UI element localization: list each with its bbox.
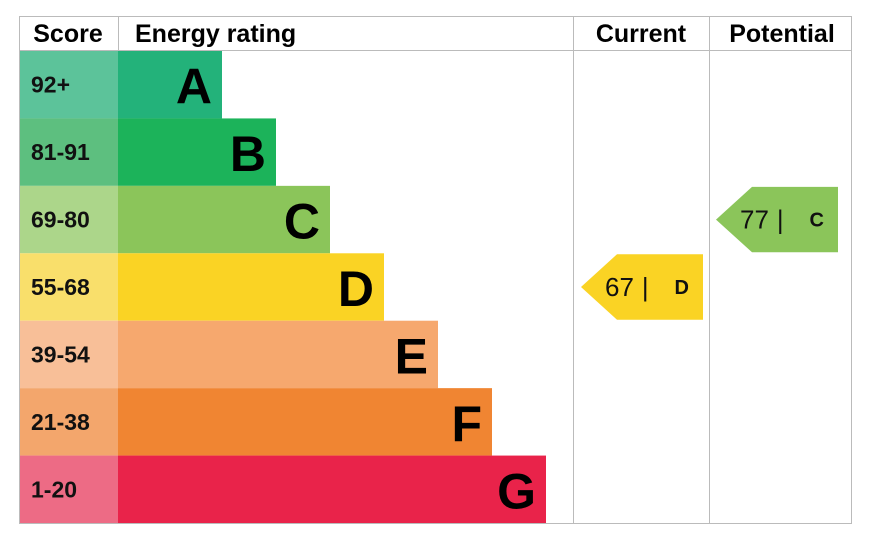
rating-letter: F	[451, 396, 482, 452]
rating-bar	[118, 388, 492, 456]
score-cell	[20, 320, 118, 389]
score-label: 21-38	[31, 409, 90, 435]
rating-arrow	[581, 254, 703, 320]
header-current: Current	[596, 20, 687, 48]
score-label: 92+	[31, 72, 70, 98]
rating-letter: D	[338, 261, 374, 317]
value: 77	[740, 205, 769, 235]
rating-letter: A	[176, 59, 212, 115]
rating-value-letter: C	[810, 210, 824, 232]
rating-value-letter: D	[675, 277, 689, 299]
rating-letter: B	[230, 126, 266, 182]
score-label: 69-80	[31, 207, 90, 233]
header-score: Score	[33, 20, 103, 48]
rating-letter: E	[395, 328, 428, 384]
score-label: 1-20	[31, 476, 77, 502]
score-cell	[20, 118, 118, 186]
rating-bar	[118, 185, 330, 254]
value: 67	[605, 272, 634, 302]
rating-bar	[118, 455, 546, 523]
rating-bar	[118, 118, 276, 186]
score-cell	[20, 185, 118, 254]
header-rating: Energy rating	[135, 20, 296, 48]
rating-letter: C	[284, 194, 320, 250]
rating-value: 77 |	[740, 205, 784, 235]
score-cell	[20, 455, 118, 523]
score-label: 55-68	[31, 274, 90, 300]
rating-letter: G	[497, 463, 536, 519]
rating-value: 67 |	[605, 272, 649, 302]
score-cell	[20, 388, 118, 456]
score-label: 81-91	[31, 139, 90, 165]
score-cell	[20, 253, 118, 321]
separator: |	[777, 205, 784, 235]
score-cell	[20, 51, 118, 119]
rating-bar	[118, 253, 384, 321]
header-potential: Potential	[729, 20, 835, 48]
rating-arrow	[716, 186, 838, 253]
rating-bar	[118, 320, 438, 389]
rating-bar	[118, 51, 222, 119]
score-label: 39-54	[31, 341, 90, 367]
separator: |	[642, 272, 649, 302]
